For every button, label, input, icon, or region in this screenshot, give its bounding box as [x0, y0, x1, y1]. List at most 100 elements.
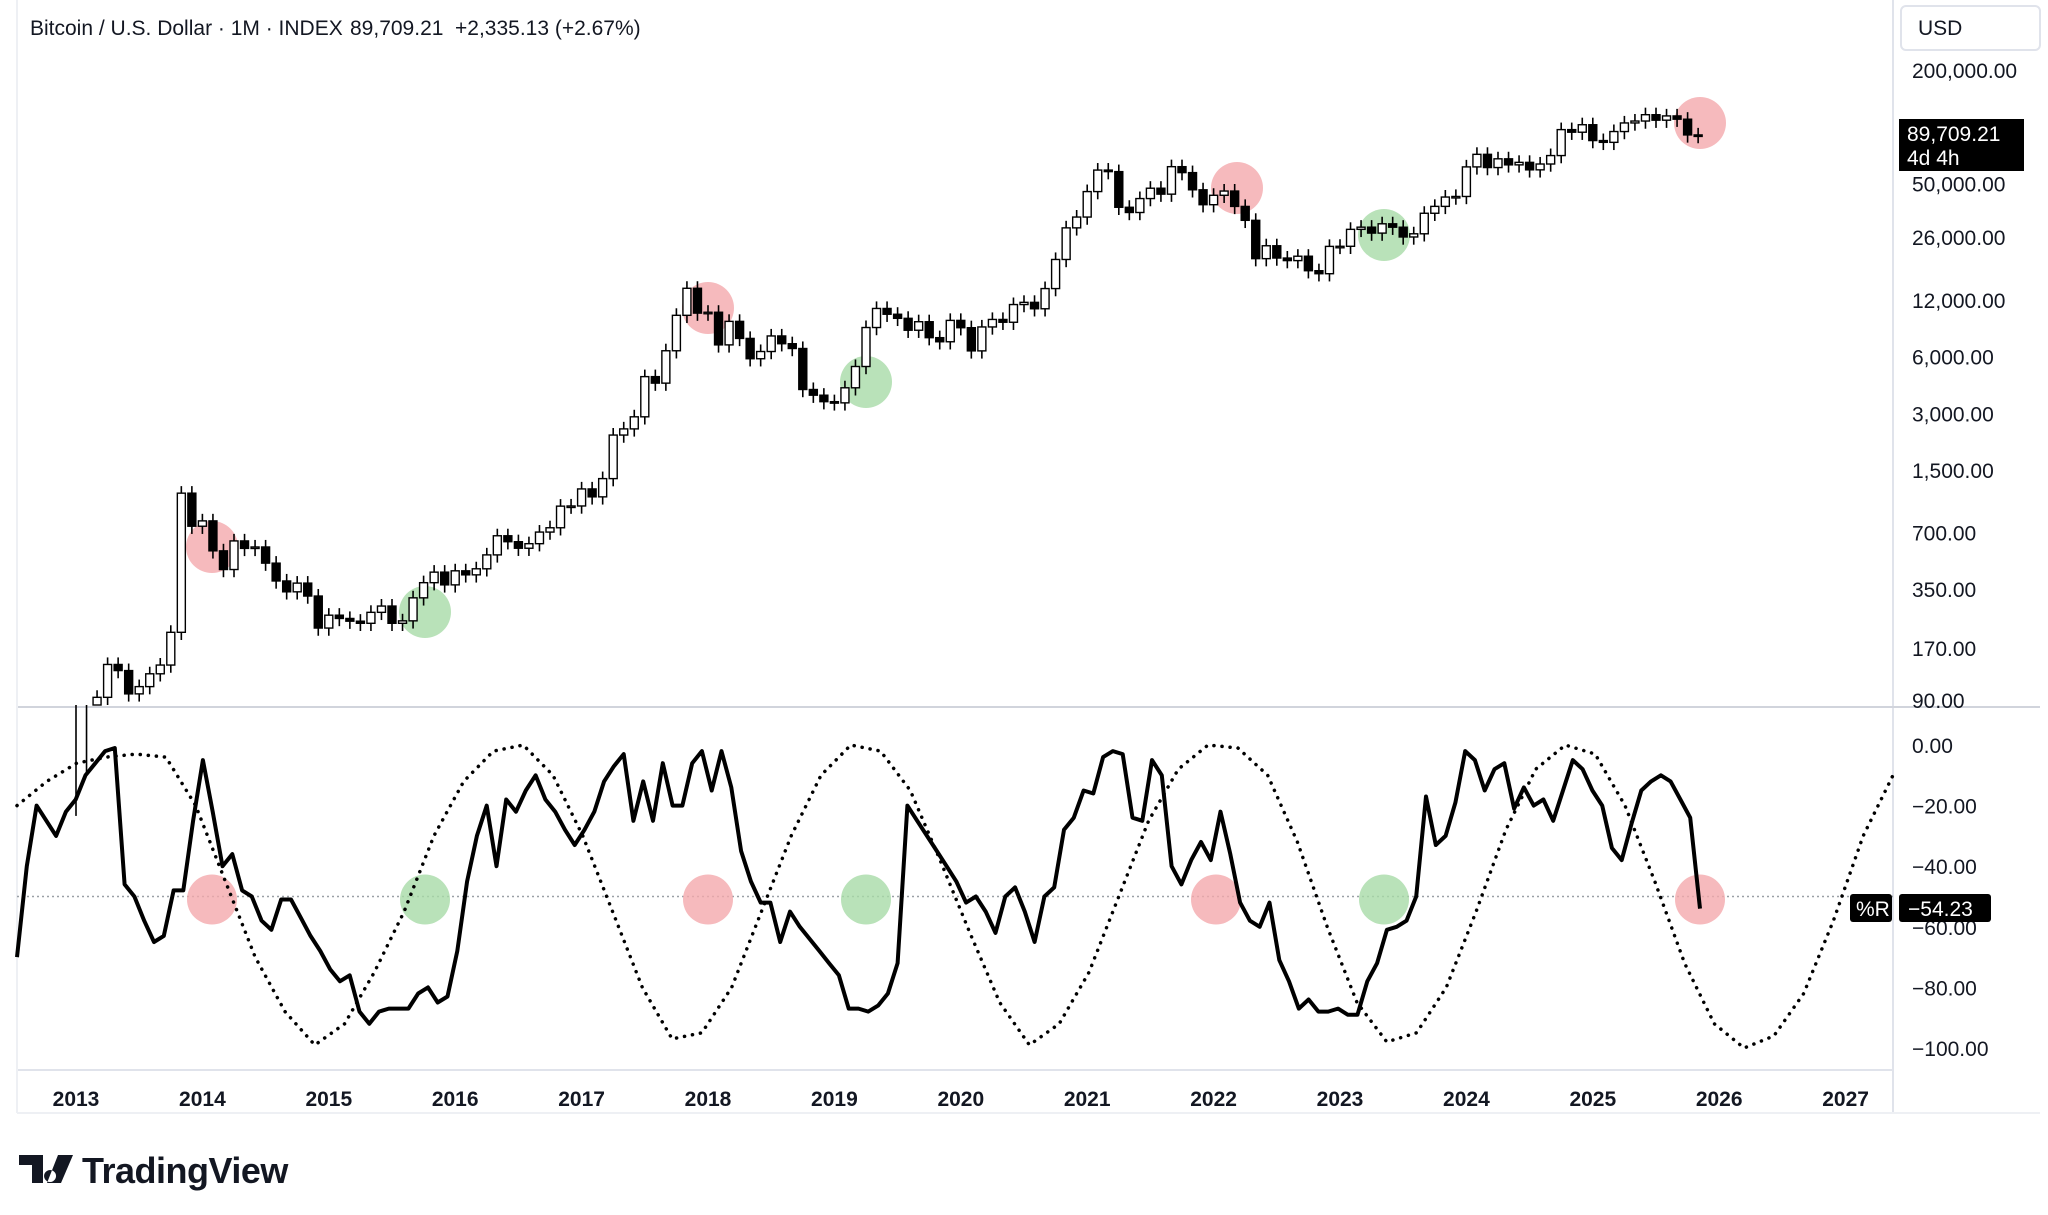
candles-layer	[75, 107, 1703, 816]
cycle-top-marker	[187, 874, 237, 925]
candle-body	[629, 416, 639, 430]
candle	[734, 314, 745, 347]
year-tick-label: 2023	[1317, 1088, 1364, 1111]
candle-body	[187, 492, 197, 527]
candle-body	[1409, 233, 1419, 238]
candle-body	[913, 321, 924, 331]
cycle-bottom-marker	[400, 874, 450, 925]
candle	[597, 471, 608, 505]
candle	[882, 301, 892, 322]
candle-body	[1177, 165, 1187, 174]
candle-body	[418, 581, 429, 599]
candle-body	[1514, 161, 1524, 166]
candle	[1071, 210, 1082, 236]
candle-body	[766, 335, 776, 353]
candle	[682, 281, 692, 324]
candle-body	[1693, 134, 1703, 138]
indicator-markers-layer	[187, 874, 1725, 925]
candle	[1103, 163, 1113, 180]
candle	[1261, 238, 1271, 267]
candle-body	[1609, 130, 1619, 144]
candle-body	[1335, 245, 1345, 249]
candle	[503, 528, 513, 550]
candle-body	[239, 540, 250, 550]
year-tick-label: 2015	[305, 1088, 352, 1111]
candle-body	[1493, 158, 1503, 169]
price-change: +2,335.13 (+2.67%)	[455, 17, 641, 40]
candle	[819, 388, 829, 410]
candle	[439, 565, 450, 593]
candle	[1356, 220, 1366, 238]
cycle-top-marker	[1191, 874, 1241, 925]
candle-body	[998, 318, 1008, 323]
year-tick-label: 2019	[811, 1088, 858, 1111]
candle-body	[966, 327, 977, 352]
candle-body	[271, 562, 281, 582]
indicator-axis[interactable]: 0.00 −20.00 −40.00 −60.00 −80.00 −100.00	[1912, 735, 1989, 1061]
candle	[966, 320, 977, 359]
candle-body	[1482, 153, 1493, 169]
candle-body	[492, 535, 503, 556]
indicator-label: %R	[1856, 898, 1890, 921]
candle-body	[408, 597, 418, 622]
currency-box[interactable]	[1900, 5, 2041, 51]
candle-body	[1008, 303, 1019, 323]
candle	[913, 314, 924, 338]
candle-body	[555, 505, 566, 529]
candle	[1682, 112, 1693, 143]
price-tick-label: 3,000.00	[1912, 403, 1994, 426]
candle-body	[576, 488, 587, 507]
year-tick-label: 2017	[558, 1088, 605, 1111]
candle-body	[1419, 212, 1429, 235]
candle-body	[1251, 219, 1261, 260]
candle-body	[724, 320, 734, 346]
candle	[608, 428, 618, 487]
candle	[376, 599, 387, 621]
candle-body	[1082, 190, 1092, 218]
candle-body	[692, 287, 703, 314]
candle	[1040, 281, 1050, 317]
candle-body	[303, 582, 313, 597]
symbol-title: Bitcoin / U.S. Dollar · 1M · INDEX	[30, 17, 343, 40]
candle	[1082, 184, 1092, 225]
year-tick-label: 2022	[1190, 1088, 1237, 1111]
candle	[1493, 151, 1503, 176]
candle-body	[1356, 226, 1366, 231]
candle	[1093, 163, 1103, 200]
cycle-bottom-marker	[1359, 874, 1409, 925]
candle-body	[1588, 124, 1598, 142]
candle-body	[755, 350, 766, 360]
cycle-top-marker	[683, 874, 733, 925]
candle-body	[1229, 190, 1240, 208]
candle	[1693, 127, 1703, 144]
candle	[977, 319, 987, 359]
cycle-bottom-marker	[841, 874, 891, 925]
candle	[1208, 188, 1219, 213]
candle	[1556, 122, 1566, 164]
candle-body	[1198, 189, 1208, 206]
candle-body	[745, 337, 755, 360]
candle-body	[1135, 197, 1145, 214]
candle-body	[1366, 226, 1377, 234]
candle	[555, 499, 566, 536]
candle	[397, 613, 408, 632]
candle	[1145, 181, 1156, 207]
candle	[1588, 117, 1598, 149]
candle	[281, 573, 292, 600]
candle-body	[650, 375, 661, 384]
candle-body	[1314, 270, 1324, 275]
candle	[345, 611, 355, 629]
indicator-tick-label: −40.00	[1912, 856, 1977, 879]
candle	[155, 658, 165, 682]
price-tag-box	[1899, 119, 2024, 171]
candle-body	[534, 531, 545, 545]
candle-body	[1377, 223, 1387, 234]
candle-body	[987, 318, 998, 328]
candle	[92, 690, 102, 706]
candle-body	[387, 605, 397, 624]
candle	[1430, 199, 1440, 221]
time-axis[interactable]: 2013 2014 2015 2016 2017 2018 2019 2020 2021 2022…	[53, 1088, 1869, 1111]
candle	[545, 520, 555, 540]
price-tick-label: 90.00	[1912, 690, 1965, 713]
